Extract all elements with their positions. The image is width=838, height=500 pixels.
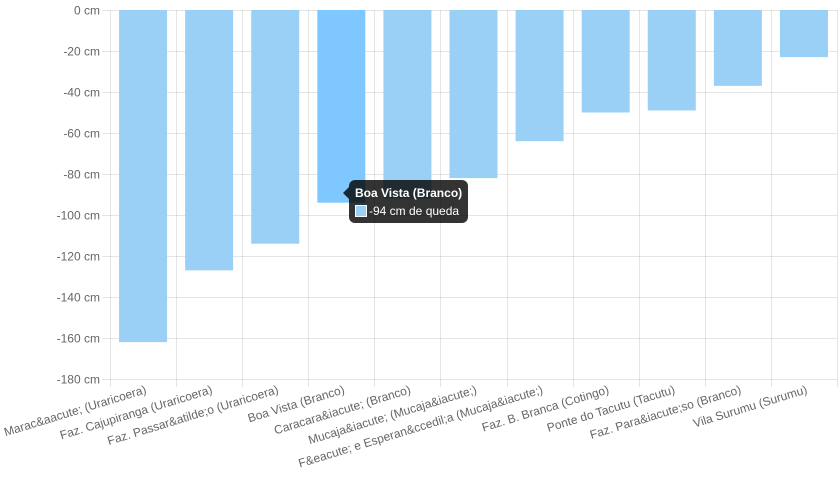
bar[interactable]: [251, 10, 300, 244]
bar[interactable]: [647, 10, 696, 111]
x-tick-label: Vila Surumu (Surumu): [691, 382, 808, 430]
bar[interactable]: [317, 10, 366, 203]
bar[interactable]: [713, 10, 762, 86]
y-tick-label: -160 cm: [57, 332, 100, 346]
chart-tooltip: Boa Vista (Branco) -94 cm de queda: [342, 180, 469, 223]
y-tick-label: -60 cm: [63, 127, 100, 141]
y-tick-label: -40 cm: [63, 86, 100, 100]
y-tick-label: 0 cm: [74, 4, 100, 18]
bar[interactable]: [119, 10, 168, 343]
y-tick-label: -100 cm: [57, 209, 100, 223]
y-tick-label: -140 cm: [57, 291, 100, 305]
bar[interactable]: [515, 10, 564, 142]
y-tick-label: -80 cm: [63, 168, 100, 182]
y-axis-ticks: 0 cm -20 cm -40 cm -60 cm -80 cm -100 cm -120 …: [57, 4, 100, 387]
x-axis-ticks: Marac&aacute; (Uraricoera)Faz. Cajupiran…: [2, 382, 809, 470]
y-tick-label: -180 cm: [57, 373, 100, 387]
bars: [119, 10, 828, 343]
y-tick-label: -20 cm: [63, 45, 100, 59]
tooltip-row: -94 cm de queda: [355, 204, 462, 218]
bar[interactable]: [449, 10, 498, 179]
bar[interactable]: [581, 10, 630, 113]
bar[interactable]: [779, 10, 828, 58]
y-tick-label: -120 cm: [57, 250, 100, 264]
tooltip-title: Boa Vista (Branco): [355, 186, 463, 200]
tooltip-color-swatch: [355, 205, 367, 217]
bar[interactable]: [383, 10, 432, 199]
tooltip-value: -94 cm de queda: [369, 204, 460, 218]
bar[interactable]: [185, 10, 234, 271]
